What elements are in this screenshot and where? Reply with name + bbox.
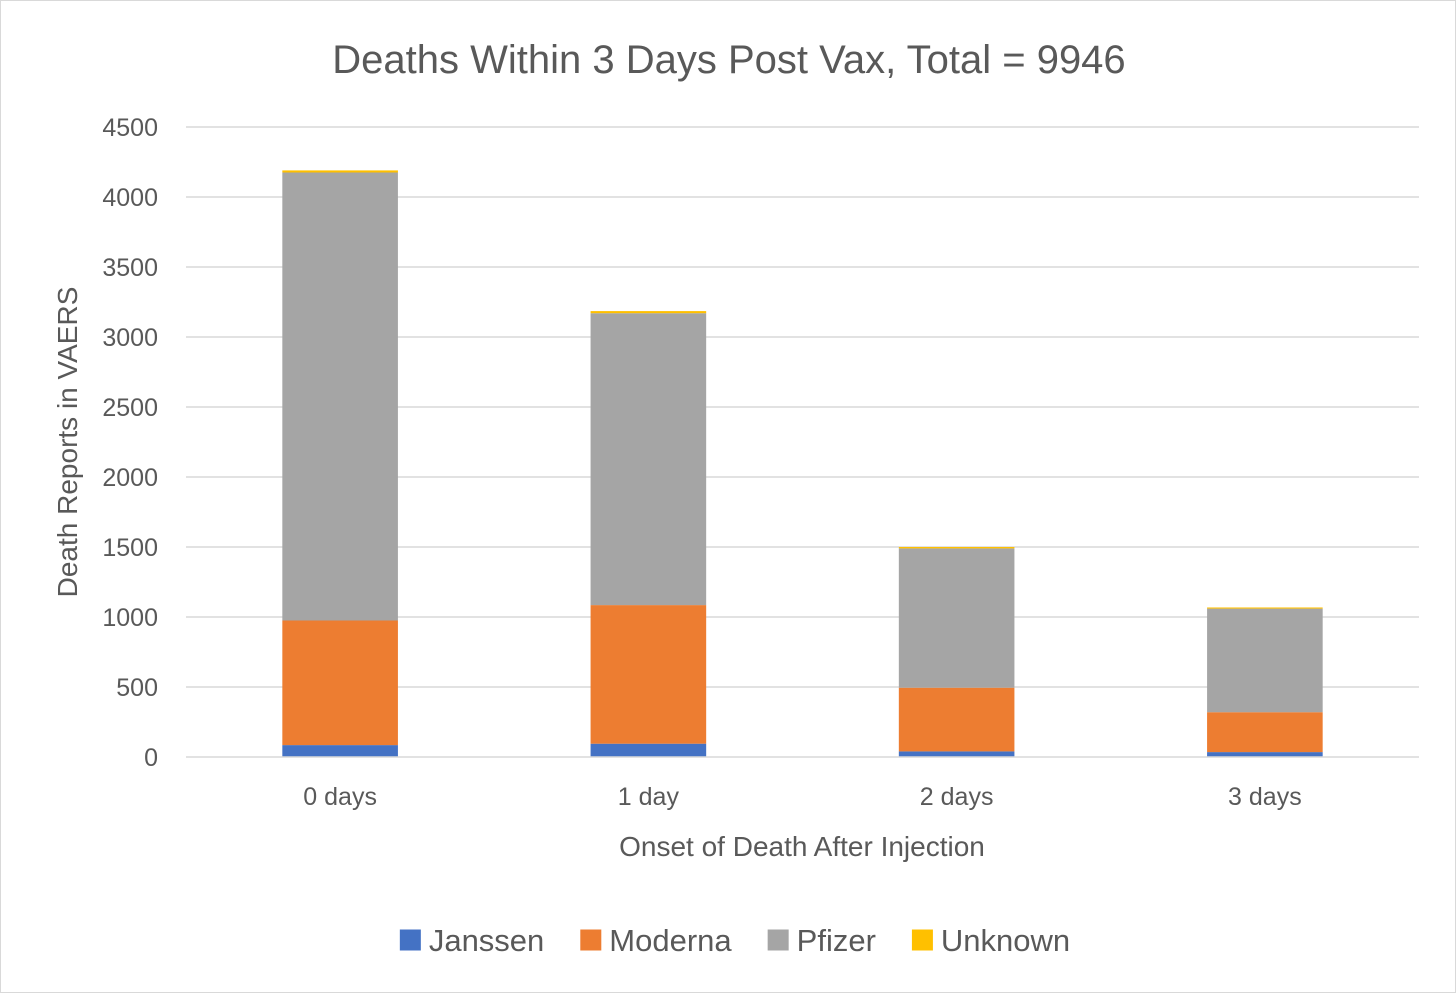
bar-unknown-3: [1207, 607, 1323, 609]
legend: Janssen Moderna Pfizer Unknown: [399, 923, 1070, 958]
y-tick-label: 3000: [102, 324, 158, 352]
y-tick-label: 4000: [102, 184, 158, 212]
bar-unknown-0: [282, 170, 398, 173]
legend-item-moderna: Moderna: [580, 923, 732, 958]
y-tick-label: 0: [144, 744, 158, 772]
x-tick-label: 2 days: [920, 783, 994, 811]
chart-title: Deaths Within 3 Days Post Vax, Total = 9…: [332, 38, 1125, 82]
legend-label: Janssen: [429, 923, 544, 958]
bar-janssen-2: [898, 751, 1015, 757]
bars: [282, 170, 1323, 757]
y-tick-label: 4500: [102, 114, 158, 142]
bar-pfizer-3: [1207, 608, 1323, 713]
legend-label: Moderna: [609, 923, 732, 958]
bar-moderna-1: [590, 605, 707, 744]
bar-unknown-1: [590, 311, 707, 314]
bar-moderna-2: [898, 687, 1015, 752]
x-axis-tick-labels: 0 days 1 day 2 days 3 days: [303, 783, 1301, 811]
legend-swatch: [580, 929, 602, 951]
y-tick-label: 3500: [102, 254, 158, 282]
legend-label: Pfizer: [797, 923, 876, 958]
legend-item-unknown: Unknown: [911, 923, 1070, 958]
x-tick-label: 0 days: [303, 783, 377, 811]
legend-swatch: [767, 929, 789, 951]
y-axis-title: Death Reports in VAERS: [52, 287, 83, 598]
x-tick-label: 1 day: [618, 783, 680, 811]
bar-pfizer-2: [898, 548, 1015, 688]
bar-unknown-2: [898, 547, 1015, 549]
bar-janssen-1: [590, 743, 707, 757]
x-tick-label: 3 days: [1228, 783, 1302, 811]
bar-moderna-0: [282, 620, 398, 746]
y-tick-label: 2500: [102, 394, 158, 422]
legend-label: Unknown: [941, 923, 1070, 958]
x-axis-title: Onset of Death After Injection: [619, 831, 985, 862]
bar-janssen-3: [1207, 752, 1323, 757]
bar-moderna-3: [1207, 712, 1323, 753]
y-axis-tick-labels: 0 500 1000 1500 2000 2500 3000 3500 4000 4500: [102, 114, 158, 772]
bar-pfizer-0: [282, 172, 398, 621]
y-tick-label: 500: [116, 674, 158, 702]
y-tick-label: 2000: [102, 464, 158, 492]
bar-pfizer-1: [590, 313, 707, 606]
bar-janssen-0: [282, 745, 398, 757]
y-tick-label: 1500: [102, 534, 158, 562]
legend-item-janssen: Janssen: [399, 923, 544, 958]
legend-swatch: [399, 929, 421, 951]
legend-swatch: [911, 929, 933, 951]
legend-item-pfizer: Pfizer: [767, 923, 876, 958]
y-tick-label: 1000: [102, 604, 158, 632]
